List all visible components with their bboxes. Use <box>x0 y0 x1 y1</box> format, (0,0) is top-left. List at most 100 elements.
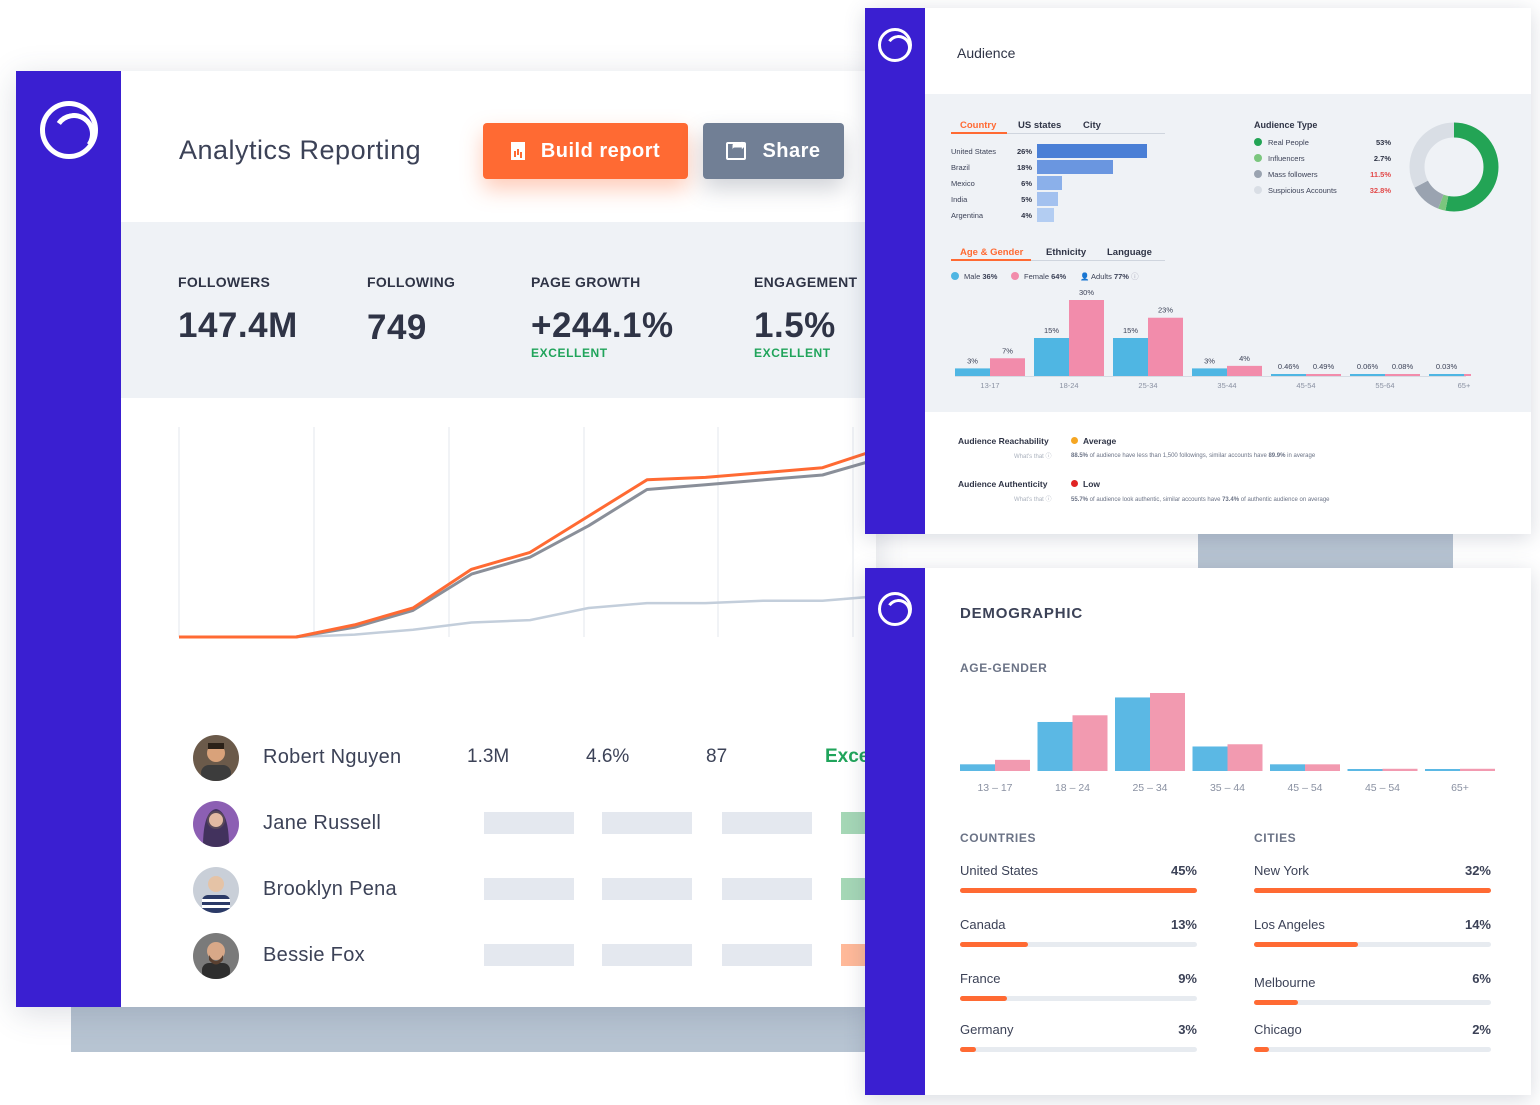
share-label: Share <box>762 139 821 162</box>
bar-female <box>1227 744 1263 771</box>
document-chart-icon <box>510 142 525 160</box>
tab-active-indicator <box>951 132 1007 134</box>
country-pct: 5% <box>1021 195 1032 204</box>
country-name: United States <box>951 147 997 156</box>
category-label: 45 – 54 <box>1365 782 1400 794</box>
user-row-bessie-fox[interactable]: Bessie Fox <box>193 933 876 983</box>
donut-slice <box>1409 122 1499 212</box>
category-label: 25-34 <box>1138 381 1157 390</box>
country-bar <box>1037 144 1147 158</box>
type-dot <box>1254 138 1262 146</box>
category-label: 45 – 54 <box>1287 782 1322 794</box>
user-count: 87 <box>706 746 728 767</box>
placeholder-cell <box>722 878 812 900</box>
user-name: Robert Nguyen <box>263 746 402 768</box>
background-panel <box>1198 534 1453 570</box>
age-gender-histogram: 13 – 17 18 – 24 25 – 34 35 – 44 45 – 54 45 – … <box>960 693 1495 794</box>
city-progress-fill <box>1254 1000 1298 1005</box>
bar-female <box>1460 768 1495 771</box>
avatar <box>193 867 239 913</box>
bar-female <box>1382 768 1418 771</box>
audience-card: Audience Country US states City Audience… <box>865 8 1531 534</box>
tab-language[interactable]: Language <box>1107 247 1152 258</box>
bar-female <box>1305 764 1340 771</box>
line-series-light <box>179 595 876 639</box>
country-pct: 18% <box>1016 163 1032 172</box>
city-progress-track <box>1254 888 1491 893</box>
app-logo-icon[interactable] <box>40 101 98 159</box>
bar-female <box>1069 300 1104 376</box>
app-logo-icon[interactable] <box>878 592 912 626</box>
bar-value-label: 15% <box>1044 326 1059 335</box>
country-progress-fill <box>960 888 1197 893</box>
bar-value-label: 0.08% <box>1392 362 1414 371</box>
build-report-button[interactable]: Build report <box>483 123 688 179</box>
type-dot <box>1254 154 1262 162</box>
reachability-description: 88.5% of audience have less than 1,500 f… <box>1071 453 1316 459</box>
country-bar <box>1037 208 1054 222</box>
country-progress-track <box>960 1047 1197 1052</box>
category-label: 45-54 <box>1296 381 1315 390</box>
reachability-label: Audience Reachability <box>958 436 1049 446</box>
type-name: Mass followers <box>1268 170 1318 179</box>
app-logo-icon[interactable] <box>878 28 912 62</box>
country-progress-fill <box>960 1047 976 1052</box>
authenticity-help-link[interactable]: What's that ⓘ <box>1014 497 1052 503</box>
stat-followers-value: 147.4M <box>178 306 298 345</box>
line-series-orange <box>179 448 876 639</box>
country-name: Argentina <box>951 211 984 220</box>
city-progress-fill <box>1254 888 1491 893</box>
category-label: 55-64 <box>1375 381 1394 390</box>
city-pct: 6% <box>1472 971 1491 986</box>
tab-divider <box>951 133 1165 134</box>
placeholder-cell <box>722 944 812 966</box>
bar-female <box>1306 374 1341 376</box>
type-pct: 2.7% <box>1373 154 1391 163</box>
user-row-robert-nguyen[interactable]: Robert Nguyen 1.3M 4.6% 87 Exce <box>193 735 876 785</box>
type-pct: 53% <box>1375 138 1391 147</box>
country-name: Brazil <box>951 163 970 172</box>
reachability-value: Average <box>1083 436 1117 446</box>
share-button[interactable]: Share <box>703 123 844 179</box>
bar-value-label: 0.03% <box>1436 362 1458 371</box>
legend-female: Female 64% <box>1024 272 1067 281</box>
bar-value-label: 23% <box>1158 306 1173 315</box>
city-progress-track <box>1254 1000 1491 1005</box>
average-dot <box>1071 437 1078 444</box>
category-label: 13 – 17 <box>977 782 1012 794</box>
country-pct: 13% <box>1170 917 1197 932</box>
country-name: Mexico <box>951 179 975 188</box>
stat-engagement-value: 1.5% <box>754 306 836 345</box>
bar-value-label: 3% <box>967 356 978 365</box>
bar-value-label: 15% <box>1123 326 1138 335</box>
audience-title: Audience <box>957 45 1016 61</box>
tab-divider <box>951 260 1165 261</box>
stat-following-value: 749 <box>367 308 427 347</box>
tab-ethnicity[interactable]: Ethnicity <box>1046 247 1087 258</box>
category-label: 65+ <box>1458 381 1471 390</box>
reachability-help-link[interactable]: What's that ⓘ <box>1014 454 1052 460</box>
user-name: Bessie Fox <box>263 944 365 966</box>
stat-page-growth-value: +244.1% <box>531 306 674 345</box>
placeholder-cell <box>602 878 692 900</box>
placeholder-cell <box>722 812 812 834</box>
stat-following-label: FOLLOWING <box>367 274 456 290</box>
person-icon: 👤 <box>1080 272 1090 281</box>
country-pct: 6% <box>1021 179 1032 188</box>
type-dot <box>1254 170 1262 178</box>
tab-age-gender[interactable]: Age & Gender <box>960 247 1024 258</box>
city-pct: 2% <box>1472 1022 1491 1037</box>
user-row-jane-russell[interactable]: Jane Russell <box>193 801 876 851</box>
audience-rail <box>865 8 925 534</box>
category-label: 35 – 44 <box>1210 782 1245 794</box>
user-row-brooklyn-pena[interactable]: Brooklyn Pena <box>193 867 876 917</box>
legend-male: Male 36% <box>964 272 998 281</box>
demographic-rail <box>865 568 925 1095</box>
avatar <box>193 735 239 781</box>
user-rate: 4.6% <box>586 746 630 767</box>
tab-country[interactable]: Country <box>960 120 997 131</box>
tab-city[interactable]: City <box>1083 120 1101 131</box>
stat-followers-label: FOLLOWERS <box>178 274 271 290</box>
bar-male <box>1347 769 1383 771</box>
tab-us-states[interactable]: US states <box>1018 120 1062 131</box>
